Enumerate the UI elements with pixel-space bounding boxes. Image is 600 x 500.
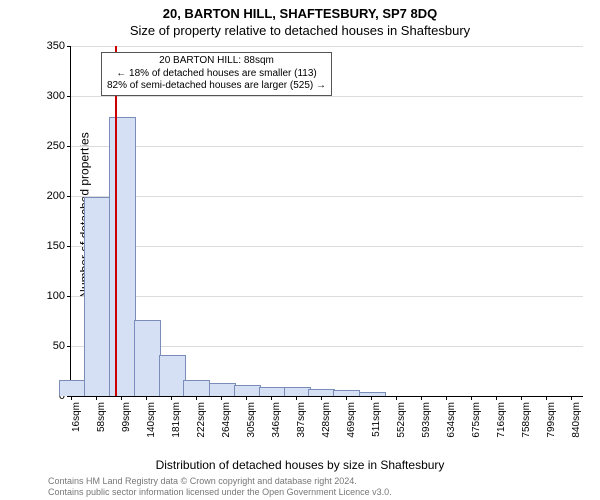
footer-attribution: Contains HM Land Registry data © Crown c… [48, 476, 392, 498]
xtick-mark [246, 396, 247, 400]
xtick-mark [221, 396, 222, 400]
xtick-label: 799sqm [546, 402, 557, 438]
footer-line-1: Contains HM Land Registry data © Crown c… [48, 476, 392, 487]
xtick-mark [521, 396, 522, 400]
histogram-plot: 05010015020025030035016sqm58sqm99sqm140s… [70, 46, 583, 397]
ytick-label: 200 [47, 190, 71, 202]
footer-line-2: Contains public sector information licen… [48, 487, 392, 498]
xtick-label: 758sqm [521, 402, 532, 438]
histogram-bar [359, 392, 386, 396]
xtick-mark [571, 396, 572, 400]
xtick-label: 222sqm [196, 402, 207, 438]
histogram-bar [59, 380, 86, 396]
xtick-mark [371, 396, 372, 400]
xtick-label: 716sqm [496, 402, 507, 438]
histogram-bar [134, 320, 161, 396]
ytick-label: 150 [47, 240, 71, 252]
xtick-mark [421, 396, 422, 400]
xtick-mark [471, 396, 472, 400]
xtick-label: 840sqm [571, 402, 582, 438]
xtick-label: 552sqm [396, 402, 407, 438]
xtick-label: 99sqm [121, 402, 132, 432]
gridline [71, 96, 583, 97]
xtick-mark [446, 396, 447, 400]
gridline [71, 196, 583, 197]
address-title: 20, BARTON HILL, SHAFTESBURY, SP7 8DQ [0, 0, 600, 21]
xtick-label: 511sqm [371, 402, 382, 437]
xtick-mark [171, 396, 172, 400]
histogram-bar [333, 390, 360, 396]
histogram-bar [259, 387, 286, 396]
xtick-mark [196, 396, 197, 400]
gridline [71, 246, 583, 247]
xtick-label: 181sqm [171, 402, 182, 438]
xtick-mark [396, 396, 397, 400]
xtick-mark [271, 396, 272, 400]
annotation-line-2: ← 18% of detached houses are smaller (11… [107, 68, 326, 81]
xtick-label: 58sqm [96, 402, 107, 432]
xtick-mark [496, 396, 497, 400]
annotation-line-3: 82% of semi-detached houses are larger (… [107, 80, 326, 93]
xtick-label: 593sqm [421, 402, 432, 438]
property-marker-line [115, 46, 117, 396]
ytick-label: 100 [47, 290, 71, 302]
histogram-bar [308, 389, 335, 396]
histogram-bar [84, 197, 111, 396]
xtick-mark [96, 396, 97, 400]
xtick-label: 387sqm [296, 402, 307, 438]
xtick-mark [546, 396, 547, 400]
ytick-label: 300 [47, 90, 71, 102]
histogram-bar [159, 355, 186, 396]
ytick-label: 250 [47, 140, 71, 152]
annotation-line-1: 20 BARTON HILL: 88sqm [107, 55, 326, 68]
xtick-label: 140sqm [146, 402, 157, 438]
xtick-mark [121, 396, 122, 400]
xtick-label: 305sqm [246, 402, 257, 438]
x-axis-label: Distribution of detached houses by size … [0, 458, 600, 472]
annotation-box: 20 BARTON HILL: 88sqm ← 18% of detached … [101, 52, 332, 96]
xtick-label: 346sqm [271, 402, 282, 438]
gridline [71, 146, 583, 147]
xtick-mark [146, 396, 147, 400]
histogram-bar [209, 383, 236, 396]
gridline [71, 296, 583, 297]
xtick-mark [321, 396, 322, 400]
xtick-label: 264sqm [221, 402, 232, 438]
xtick-label: 469sqm [346, 402, 357, 438]
xtick-mark [296, 396, 297, 400]
histogram-bar [109, 117, 136, 396]
xtick-label: 675sqm [471, 402, 482, 438]
xtick-mark [346, 396, 347, 400]
xtick-mark [71, 396, 72, 400]
xtick-label: 634sqm [446, 402, 457, 438]
histogram-bar [183, 380, 210, 396]
histogram-bar [234, 385, 261, 396]
ytick-label: 350 [47, 40, 71, 52]
ytick-label: 50 [53, 340, 71, 352]
chart-subtitle: Size of property relative to detached ho… [0, 21, 600, 38]
xtick-label: 16sqm [71, 402, 82, 432]
xtick-label: 428sqm [321, 402, 332, 438]
gridline [71, 46, 583, 47]
histogram-bar [284, 387, 311, 396]
